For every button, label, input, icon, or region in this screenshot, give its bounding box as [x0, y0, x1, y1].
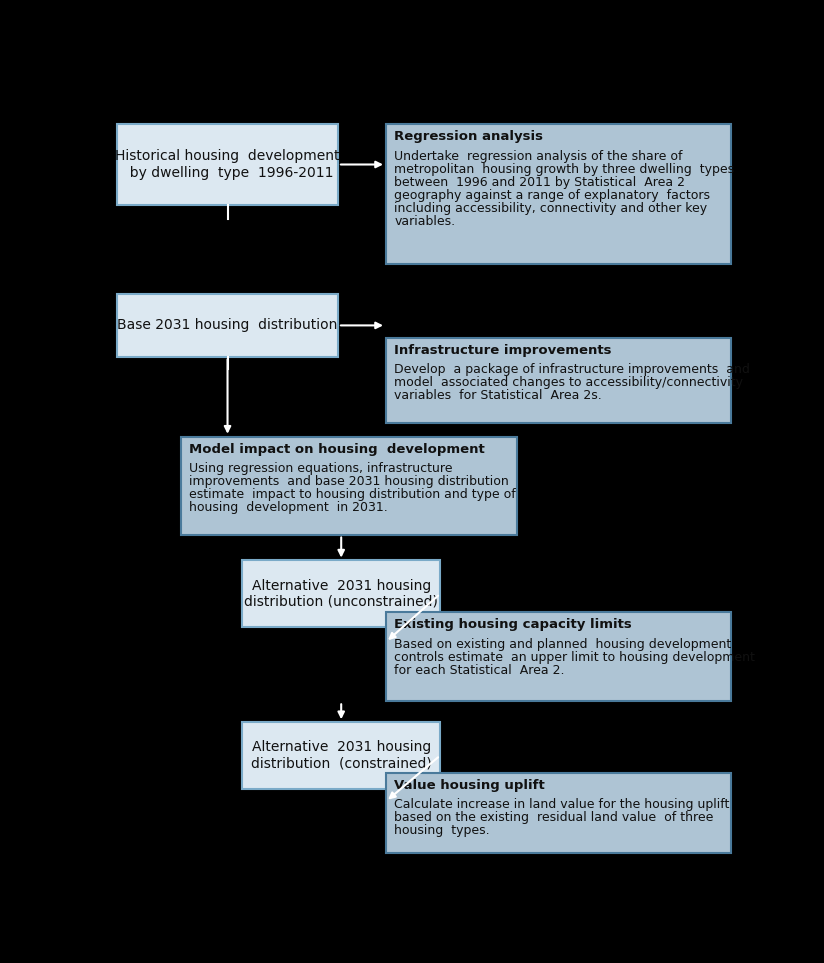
FancyBboxPatch shape: [386, 338, 731, 424]
Text: Using regression equations, infrastructure: Using regression equations, infrastructu…: [190, 462, 452, 475]
Text: housing  development  in 2031.: housing development in 2031.: [190, 501, 388, 514]
Text: metropolitan  housing growth by three dwelling  types: metropolitan housing growth by three dwe…: [394, 163, 734, 175]
Text: Calculate increase in land value for the housing uplift: Calculate increase in land value for the…: [394, 798, 729, 812]
Text: geography against a range of explanatory  factors: geography against a range of explanatory…: [394, 189, 710, 201]
FancyBboxPatch shape: [386, 612, 731, 701]
Text: between  1996 and 2011 by Statistical  Area 2: between 1996 and 2011 by Statistical Are…: [394, 175, 686, 189]
FancyBboxPatch shape: [242, 722, 440, 789]
Text: Historical housing  development
  by dwelling  type  1996-2011: Historical housing development by dwelli…: [115, 149, 339, 180]
Text: Develop  a package of infrastructure improvements  and: Develop a package of infrastructure impr…: [394, 363, 750, 377]
FancyBboxPatch shape: [242, 560, 440, 627]
Text: Alternative  2031 housing
distribution  (constrained): Alternative 2031 housing distribution (c…: [250, 741, 432, 770]
Text: Base 2031 housing  distribution: Base 2031 housing distribution: [117, 318, 338, 332]
Text: Alternative  2031 housing
distribution (unconstrained): Alternative 2031 housing distribution (u…: [244, 579, 438, 609]
Text: Regression analysis: Regression analysis: [394, 130, 543, 143]
Text: Undertake  regression analysis of the share of: Undertake regression analysis of the sha…: [394, 149, 683, 163]
Text: including accessibility, connectivity and other key: including accessibility, connectivity an…: [394, 201, 707, 215]
Text: Based on existing and planned  housing development: Based on existing and planned housing de…: [394, 638, 732, 651]
FancyBboxPatch shape: [386, 124, 731, 264]
Text: variables  for Statistical  Area 2s.: variables for Statistical Area 2s.: [394, 389, 602, 403]
Text: improvements  and base 2031 housing distribution: improvements and base 2031 housing distr…: [190, 475, 509, 488]
Text: Existing housing capacity limits: Existing housing capacity limits: [394, 618, 632, 632]
Text: Infrastructure improvements: Infrastructure improvements: [394, 344, 611, 357]
Text: Model impact on housing  development: Model impact on housing development: [190, 443, 485, 455]
FancyBboxPatch shape: [117, 124, 338, 204]
Text: controls estimate  an upper limit to housing development: controls estimate an upper limit to hous…: [394, 651, 755, 664]
Text: Value housing uplift: Value housing uplift: [394, 779, 545, 793]
Text: estimate  impact to housing distribution and type of: estimate impact to housing distribution …: [190, 488, 516, 501]
FancyBboxPatch shape: [117, 294, 338, 356]
Text: model  associated changes to accessibility/connectivity: model associated changes to accessibilit…: [394, 377, 743, 389]
Text: variables.: variables.: [394, 215, 456, 227]
Text: based on the existing  residual land value  of three: based on the existing residual land valu…: [394, 812, 714, 824]
Text: for each Statistical  Area 2.: for each Statistical Area 2.: [394, 664, 564, 677]
Text: housing  types.: housing types.: [394, 824, 489, 838]
FancyBboxPatch shape: [386, 773, 731, 853]
FancyBboxPatch shape: [181, 436, 517, 534]
